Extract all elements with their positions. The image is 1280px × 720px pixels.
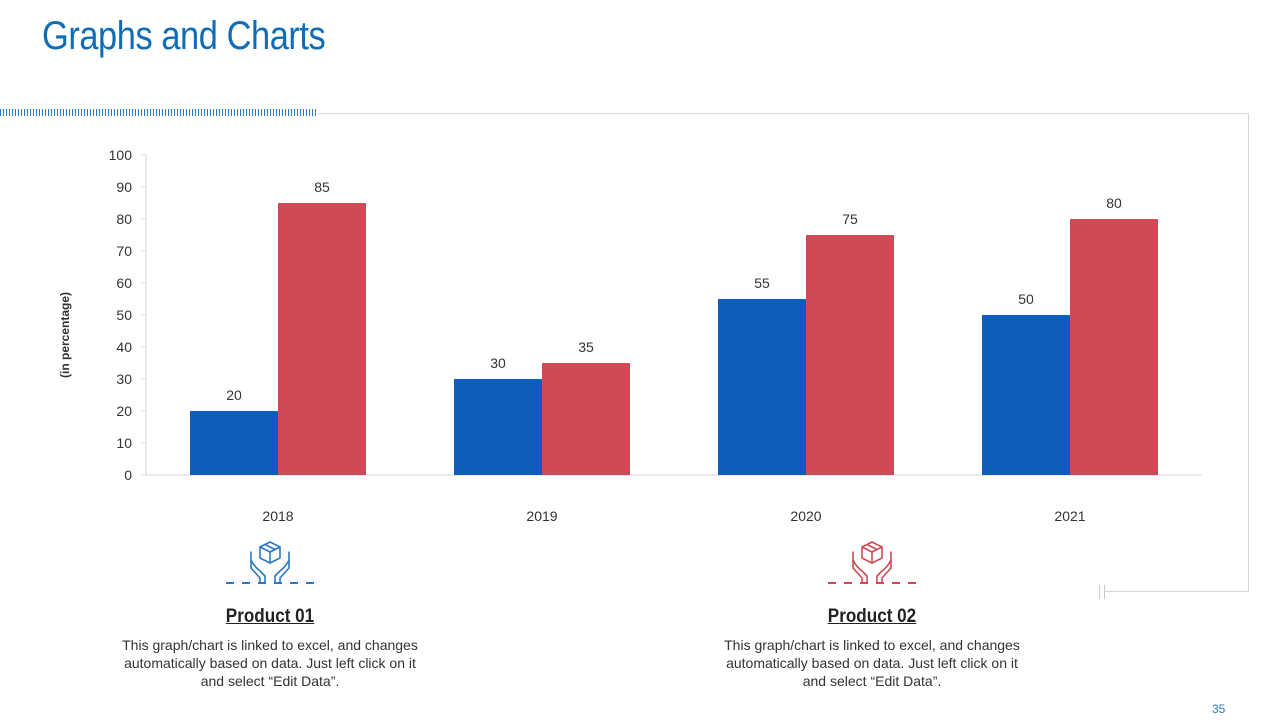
x-tick-label: 2021 xyxy=(1054,508,1085,524)
bar-1-2019[interactable] xyxy=(454,379,542,475)
page-number: 35 xyxy=(1212,702,1226,716)
bar-2-2018[interactable] xyxy=(278,203,366,475)
y-tick-label: 40 xyxy=(116,339,132,355)
bar-chart[interactable]: 0 10 20 30 40 50 60 70 80 90 100 (in percentage) 20 8… xyxy=(0,0,1280,540)
y-tick-label: 80 xyxy=(116,211,132,227)
frame-line-top xyxy=(318,113,1249,114)
y-tick-label: 70 xyxy=(116,243,132,259)
data-label: 80 xyxy=(1106,195,1122,211)
x-tick-label: 2020 xyxy=(790,508,821,524)
product-02-title: Product 02 xyxy=(827,606,917,627)
page-title: Graphs and Charts xyxy=(42,14,326,58)
bar-2-2021[interactable] xyxy=(1070,219,1158,475)
product-02-card: Product 02 This graph/chart is linked to… xyxy=(712,538,1032,690)
y-axis-label: (in percentage) xyxy=(58,292,72,378)
x-tick-label: 2019 xyxy=(526,508,557,524)
product-01-description: This graph/chart is linked to excel, and… xyxy=(122,637,418,689)
hands-box-icon xyxy=(852,541,892,584)
y-tick-label: 20 xyxy=(116,403,132,419)
dashed-divider xyxy=(226,582,314,584)
bar-2-2020[interactable] xyxy=(806,235,894,475)
data-label: 50 xyxy=(1018,291,1034,307)
y-tick-label: 90 xyxy=(116,179,132,195)
data-label: 30 xyxy=(490,355,506,371)
product-01-card: Product 01 This graph/chart is linked to… xyxy=(110,538,430,690)
data-label: 35 xyxy=(578,339,594,355)
y-tick-label: 30 xyxy=(116,371,132,387)
y-tick-label: 50 xyxy=(116,307,132,323)
data-label: 55 xyxy=(754,275,770,291)
bar-1-2021[interactable] xyxy=(982,315,1070,475)
y-tick-label: 0 xyxy=(124,467,132,483)
bar-1-2018[interactable] xyxy=(190,411,278,475)
dashed-divider xyxy=(828,582,916,584)
data-label: 85 xyxy=(314,179,330,195)
bar-2-2019[interactable] xyxy=(542,363,630,475)
product-01-title: Product 01 xyxy=(225,606,315,627)
decorative-hatch-bar xyxy=(0,109,318,116)
y-tick-label: 100 xyxy=(109,147,133,163)
y-tick-label: 60 xyxy=(116,275,132,291)
hands-box-icon xyxy=(250,541,290,584)
frame-tick xyxy=(1099,585,1100,599)
frame-line-right xyxy=(1248,113,1249,592)
data-label: 75 xyxy=(842,211,858,227)
frame-line-bottom xyxy=(1104,591,1249,592)
frame-tick xyxy=(1104,585,1105,599)
data-label: 20 xyxy=(226,387,242,403)
y-tick-label: 10 xyxy=(116,435,132,451)
product-02-description: This graph/chart is linked to excel, and… xyxy=(724,637,1020,689)
x-tick-label: 2018 xyxy=(262,508,293,524)
bar-1-2020[interactable] xyxy=(718,299,806,475)
